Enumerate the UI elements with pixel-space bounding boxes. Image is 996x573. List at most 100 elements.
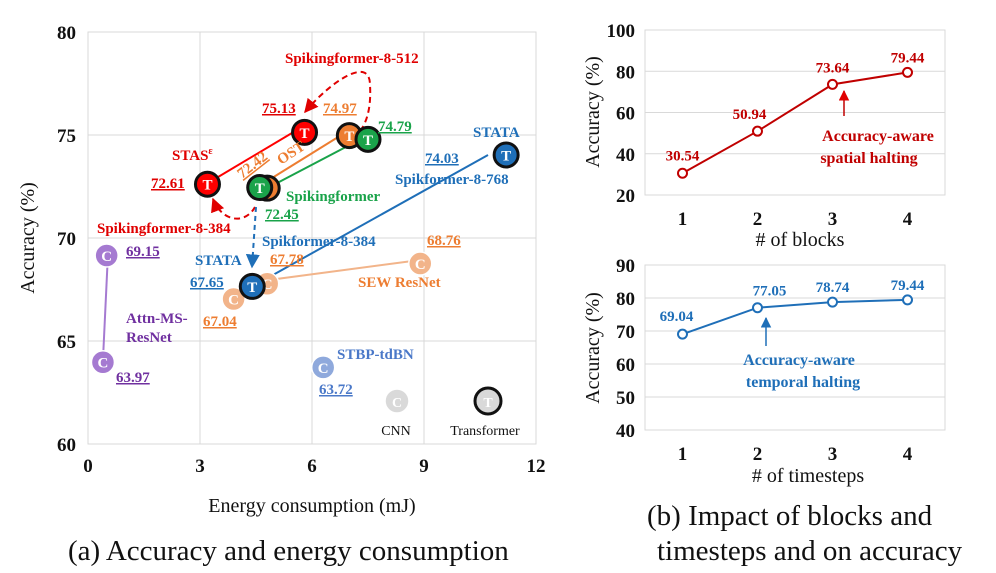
point-marker-13 xyxy=(492,141,520,169)
point-glyph-1: C xyxy=(98,356,109,372)
label-63-97: 63.97 xyxy=(116,370,150,386)
point-marker-0 xyxy=(94,243,119,268)
series-point-b1 xyxy=(827,78,838,90)
point-glyph-7: T xyxy=(300,126,310,142)
series-line-b1 xyxy=(682,71,908,175)
spatial-halting-annotation-line1: Accuracy-aware xyxy=(822,128,934,145)
legend-transformer-label: Transformer xyxy=(450,424,520,439)
point-glyph-9: T xyxy=(344,129,354,145)
point-glyph-2: C xyxy=(228,292,239,308)
y-axis-label-a: Accuracy (%) xyxy=(17,182,39,294)
x-tick-label-b1: 4 xyxy=(903,209,913,230)
spikformer-8-384-annotation: Spikformer-8-384 xyxy=(262,234,376,250)
ost-line xyxy=(263,133,344,184)
x-tick-label-b1: 3 xyxy=(828,209,838,230)
data-label-b1: 73.64 xyxy=(816,60,850,76)
scatter-point: C xyxy=(94,243,119,268)
label-74-97: 74.97 xyxy=(323,101,357,117)
point-marker-6 xyxy=(193,170,221,198)
point-glyph-5: C xyxy=(318,361,329,377)
series-point-b1 xyxy=(902,66,913,78)
y-tick-label-a: 70 xyxy=(57,229,76,250)
attn-ms-annotation-line1: Attn-MS- xyxy=(126,311,188,327)
y-tick-label-b2: 50 xyxy=(616,388,635,409)
label-72-61: 72.61 xyxy=(151,176,185,192)
scatter-point: C xyxy=(408,251,433,276)
legend-transformer-glyph: T xyxy=(483,396,493,411)
point-glyph-13: T xyxy=(501,148,511,164)
scatter-point: C xyxy=(221,286,246,312)
scatter-point: T xyxy=(354,125,382,153)
temporal-halting-annotation-line2: temporal halting xyxy=(746,374,860,391)
stata-right-annotation: STATA xyxy=(473,125,520,141)
y-axis-label-b1: Accuracy (%) xyxy=(582,56,604,168)
data-label-b2: 79.44 xyxy=(891,278,925,294)
x-axis-label-b1: # of blocks xyxy=(756,229,845,251)
series-point-b2 xyxy=(827,296,838,308)
point-marker-10 xyxy=(246,174,274,202)
point-glyph-10: T xyxy=(255,181,265,197)
point-marker-1 xyxy=(90,349,116,375)
scatter-point: T xyxy=(291,118,319,146)
stas-annotation: STASε xyxy=(172,146,213,164)
y-tick-label-b2: 40 xyxy=(616,421,635,442)
spatial-halting-annotation-line2: spatial halting xyxy=(820,150,917,167)
legend: C CNN T Transformer xyxy=(381,386,520,439)
point-marker-12 xyxy=(238,272,266,300)
x-tick-label-b2: 4 xyxy=(903,444,913,465)
series-point-b1 xyxy=(752,125,763,137)
scatter-point: C xyxy=(310,355,336,380)
data-label-b1: 30.54 xyxy=(666,148,700,164)
point-marker-4 xyxy=(408,251,433,276)
scatter-point: T xyxy=(246,174,274,202)
y-tick-label-b2: 70 xyxy=(616,322,635,343)
point-marker-5 xyxy=(310,355,336,380)
y-tick-label-b1: 20 xyxy=(616,186,635,207)
y-tick-label-a: 60 xyxy=(57,435,76,456)
stata-dashed-arrow xyxy=(245,206,260,269)
label-67-65: 67.65 xyxy=(190,275,224,291)
stata-left-annotation: STATA xyxy=(195,253,242,269)
x-axis-label-b2: # of timesteps xyxy=(752,465,864,487)
x-tick-label-a: 12 xyxy=(527,456,546,477)
y-axis-label-b2: Accuracy (%) xyxy=(582,292,604,404)
x-tick-label-a: 3 xyxy=(195,456,205,477)
blocks-line-chart: 20 40 60 80 100 1 2 3 4 30.54 50.94 73.64 79.44 Acc… xyxy=(582,21,946,251)
x-tick-label-b2: 3 xyxy=(828,444,838,465)
label-68-76: 68.76 xyxy=(427,233,461,249)
legend-cnn-label: CNN xyxy=(381,424,411,439)
x-tick-label-a: 0 xyxy=(83,456,93,477)
y-tick-label-b2: 80 xyxy=(616,289,635,310)
stbp-tdbn-annotation: STBP-tdBN xyxy=(337,347,414,363)
y-tick-label-b1: 40 xyxy=(616,145,635,166)
x-tick-label-a: 6 xyxy=(307,456,317,477)
plot-area-b2 xyxy=(644,264,946,431)
attn-ms-resnet-line xyxy=(102,252,109,360)
temporal-halting-annotation-line1: Accuracy-aware xyxy=(743,352,855,369)
data-label-b1: 50.94 xyxy=(733,107,767,123)
caption-b-line2: timesteps and on accuracy xyxy=(657,535,963,567)
label-75-13: 75.13 xyxy=(262,101,296,117)
legend-transformer-marker xyxy=(473,386,503,416)
scatter-point: T xyxy=(238,272,266,300)
stas-line xyxy=(207,129,298,184)
y-tick-label-a: 65 xyxy=(57,332,76,353)
spikingformer-8-384-annotation: Spikingformer-8-384 xyxy=(97,221,231,237)
point-glyph-11: T xyxy=(363,133,373,149)
point-marker-2 xyxy=(221,286,246,312)
caption-b-line1: (b) Impact of blocks and xyxy=(647,500,933,532)
y-tick-label-b1: 80 xyxy=(616,62,635,83)
legend-cnn-glyph: C xyxy=(392,396,402,411)
point-glyph-4: C xyxy=(415,257,426,273)
point-glyph-3: C xyxy=(262,277,273,293)
x-tick-label-b2: 1 xyxy=(678,444,688,465)
legend-cnn-marker xyxy=(384,388,410,414)
label-74-79: 74.79 xyxy=(378,119,412,135)
timesteps-line-chart: 40 50 60 70 80 90 1 2 3 4 69.04 77.05 78.74 79.44 Ac… xyxy=(582,256,946,487)
y-tick-label-b2: 60 xyxy=(616,355,635,376)
y-tick-label-b1: 100 xyxy=(607,21,636,42)
x-tick-label-b1: 1 xyxy=(678,209,688,230)
data-label-b1: 79.44 xyxy=(891,50,925,66)
series-point-b1 xyxy=(677,167,688,179)
